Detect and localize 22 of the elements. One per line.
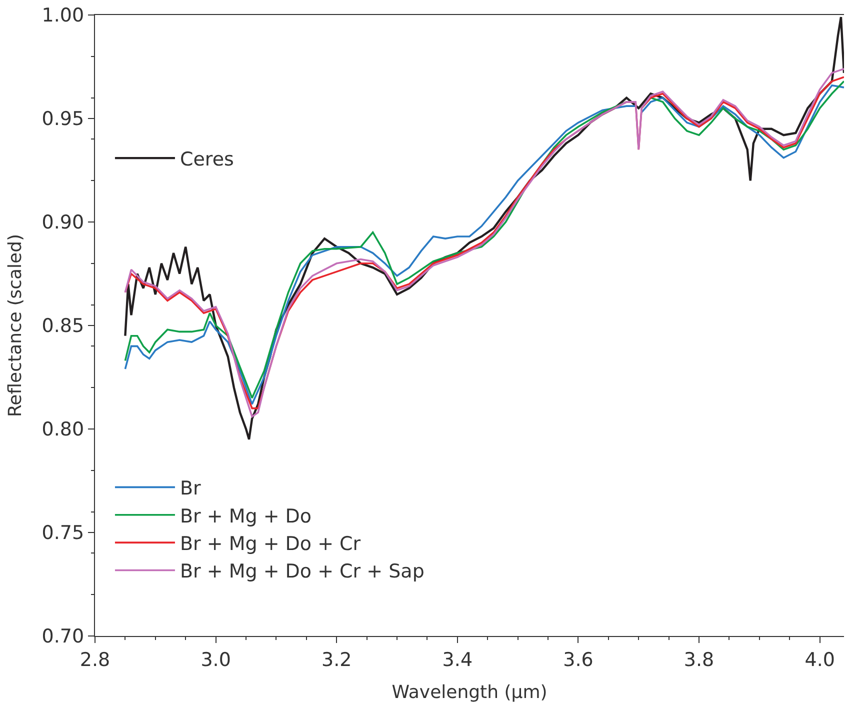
x-tick-label: 4.0 — [804, 648, 835, 671]
legend-label: Br + Mg + Do — [180, 505, 312, 528]
legend-label: Ceres — [180, 148, 234, 170]
x-axis-title: Wavelength (μm) — [392, 682, 548, 703]
y-tick-label: 1.00 — [42, 4, 84, 27]
x-tick-label: 3.4 — [442, 648, 473, 671]
legend-label: Br + Mg + Do + Cr + Sap — [180, 560, 424, 583]
y-tick-label: 0.75 — [42, 522, 84, 544]
y-axis-title: Reflectance (scaled) — [4, 234, 26, 418]
x-tick-label: 3.6 — [563, 648, 594, 671]
y-tick-label: 0.85 — [42, 315, 84, 338]
x-tick-label: 3.2 — [322, 648, 352, 671]
legend-label: Br — [180, 478, 202, 500]
x-tick-label: 3.0 — [200, 648, 231, 671]
legend-label: Br + Mg + Do + Cr — [180, 532, 361, 555]
x-tick-label: 2.8 — [80, 648, 110, 671]
y-tick-label: 0.80 — [42, 418, 84, 441]
x-tick-label: 3.8 — [684, 648, 714, 671]
y-tick-label: 0.90 — [42, 212, 84, 234]
y-tick-label: 0.95 — [42, 108, 84, 130]
y-tick-label: 0.70 — [42, 626, 84, 648]
line-series — [124, 16, 844, 440]
